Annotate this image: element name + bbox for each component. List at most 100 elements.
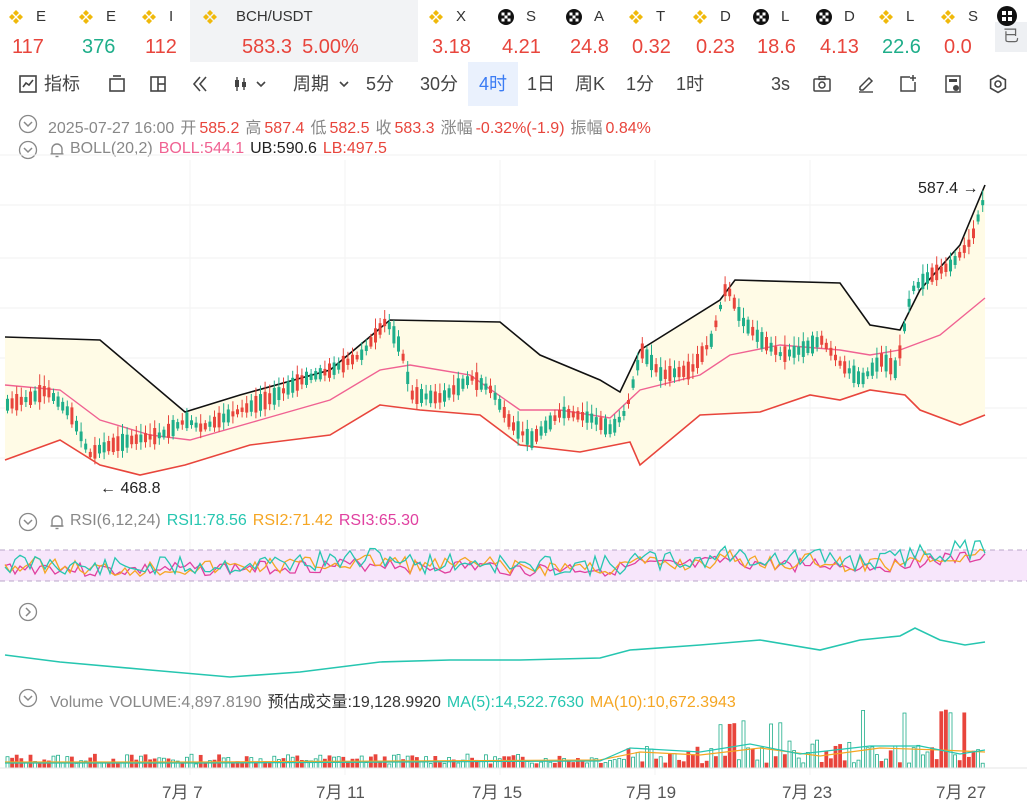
candle	[236, 409, 239, 415]
interval-tab[interactable]: 1日	[526, 74, 555, 94]
candle	[121, 433, 124, 451]
right-tag[interactable]: 已	[995, 22, 1027, 52]
boll-band-fill	[5, 185, 985, 475]
indicator-chart-icon[interactable]	[18, 74, 38, 94]
volume-bar	[875, 754, 879, 769]
calculator-icon[interactable]	[943, 74, 963, 94]
refresh-interval[interactable]: 3s	[771, 74, 791, 94]
ticker-tab[interactable]: E 117	[0, 0, 60, 62]
candle	[838, 360, 842, 366]
camera-icon[interactable]	[812, 74, 832, 94]
period-dropdown[interactable]: 周期	[293, 74, 329, 94]
volume-bar	[414, 757, 419, 769]
candle	[268, 393, 272, 405]
volume-bar	[143, 754, 148, 769]
indicators-button[interactable]: 指标	[44, 74, 80, 94]
candle	[456, 378, 460, 396]
ticker-tab[interactable]: X 3.18	[420, 0, 480, 62]
candle	[139, 434, 143, 443]
bell-icon[interactable]	[48, 141, 66, 159]
candle	[116, 436, 120, 451]
candle	[153, 428, 157, 445]
interval-tab[interactable]: 30分	[419, 74, 459, 94]
rewind-icon[interactable]	[190, 74, 210, 94]
volume-bar	[74, 762, 79, 769]
ticker-tab[interactable]: L 22.6	[870, 0, 930, 62]
amplitude-value: 0.84%	[605, 120, 651, 137]
ticker-tab-active[interactable]: BCH/USDT 583.3 5.00%	[190, 0, 418, 62]
candle-type-icon[interactable]	[107, 74, 127, 94]
chevron-down-icon[interactable]	[255, 78, 267, 90]
settings-gear-icon[interactable]	[988, 74, 1008, 94]
candle	[341, 355, 345, 373]
volume-bar	[322, 758, 327, 769]
collapse-boll-icon[interactable]	[18, 140, 38, 160]
collapse-volume-icon[interactable]	[18, 688, 38, 708]
pencil-icon[interactable]	[856, 74, 876, 94]
ticker-tab[interactable]: L 18.6	[745, 0, 805, 62]
candle	[507, 414, 511, 427]
candle	[585, 411, 589, 423]
ticker-tab[interactable]: D 4.13	[808, 0, 868, 62]
candle	[548, 415, 552, 430]
x-axis-tick: 7月 15	[472, 783, 523, 802]
chart-style-icon[interactable]	[232, 74, 252, 94]
candle	[6, 398, 9, 411]
interval-tab[interactable]: 周K	[574, 74, 605, 94]
candle	[765, 337, 768, 351]
ticker-name: I	[169, 8, 174, 25]
binance-icon	[941, 10, 955, 24]
candle	[742, 317, 745, 327]
expand-indicator-icon[interactable]	[18, 602, 38, 622]
volume-bar	[60, 762, 65, 769]
volume-bar	[258, 758, 263, 769]
volume-bar	[585, 762, 589, 769]
interval-tab[interactable]: 1分	[625, 74, 654, 94]
volume-bar	[796, 757, 801, 769]
ticker-price: 0.23	[696, 36, 735, 58]
candle	[222, 413, 226, 423]
ticker-tab[interactable]: I 112	[133, 0, 193, 62]
candle	[185, 412, 189, 429]
candle	[668, 366, 672, 382]
volume-bar	[861, 710, 865, 769]
collapse-rsi-icon[interactable]	[18, 512, 38, 532]
volume-bar	[355, 758, 360, 769]
ticker-tab[interactable]: E 376	[70, 0, 130, 62]
candle	[346, 358, 350, 365]
ticker-tab[interactable]: S 4.21	[490, 0, 550, 62]
candle	[843, 361, 847, 374]
candle	[926, 272, 929, 284]
candle	[824, 342, 828, 350]
volume-bar	[281, 758, 286, 769]
bell-icon[interactable]	[48, 513, 66, 531]
candle	[466, 376, 469, 386]
ticker-tab[interactable]: D 0.23	[684, 0, 744, 62]
volume-bar	[709, 748, 714, 769]
volume-bar	[548, 761, 553, 769]
interval-tab[interactable]: 5分	[365, 74, 394, 94]
candle	[254, 395, 258, 413]
chevron-down-icon[interactable]	[338, 78, 350, 90]
candle	[962, 245, 966, 253]
collapse-main-icon[interactable]	[18, 114, 38, 134]
candle	[636, 360, 640, 371]
volume-ma5-line	[5, 743, 986, 764]
candle	[599, 417, 603, 430]
interval-tab[interactable]: 4时	[468, 62, 518, 106]
interval-tab[interactable]: 1时	[675, 74, 704, 94]
candle	[797, 346, 801, 355]
ticker-tab[interactable]: T 0.32	[620, 0, 680, 62]
candle	[190, 420, 193, 426]
ticker-tab[interactable]: A 24.8	[558, 0, 618, 62]
candle	[52, 393, 55, 401]
ticker-tab[interactable]: S 0.0	[932, 0, 992, 62]
add-window-icon[interactable]	[898, 74, 918, 94]
volume-bar	[672, 753, 677, 769]
candle	[930, 267, 934, 282]
volume-bar	[838, 744, 842, 769]
volume-bar	[727, 723, 732, 769]
ticker-price: 0.0	[944, 36, 972, 58]
layout-icon[interactable]	[148, 74, 168, 94]
